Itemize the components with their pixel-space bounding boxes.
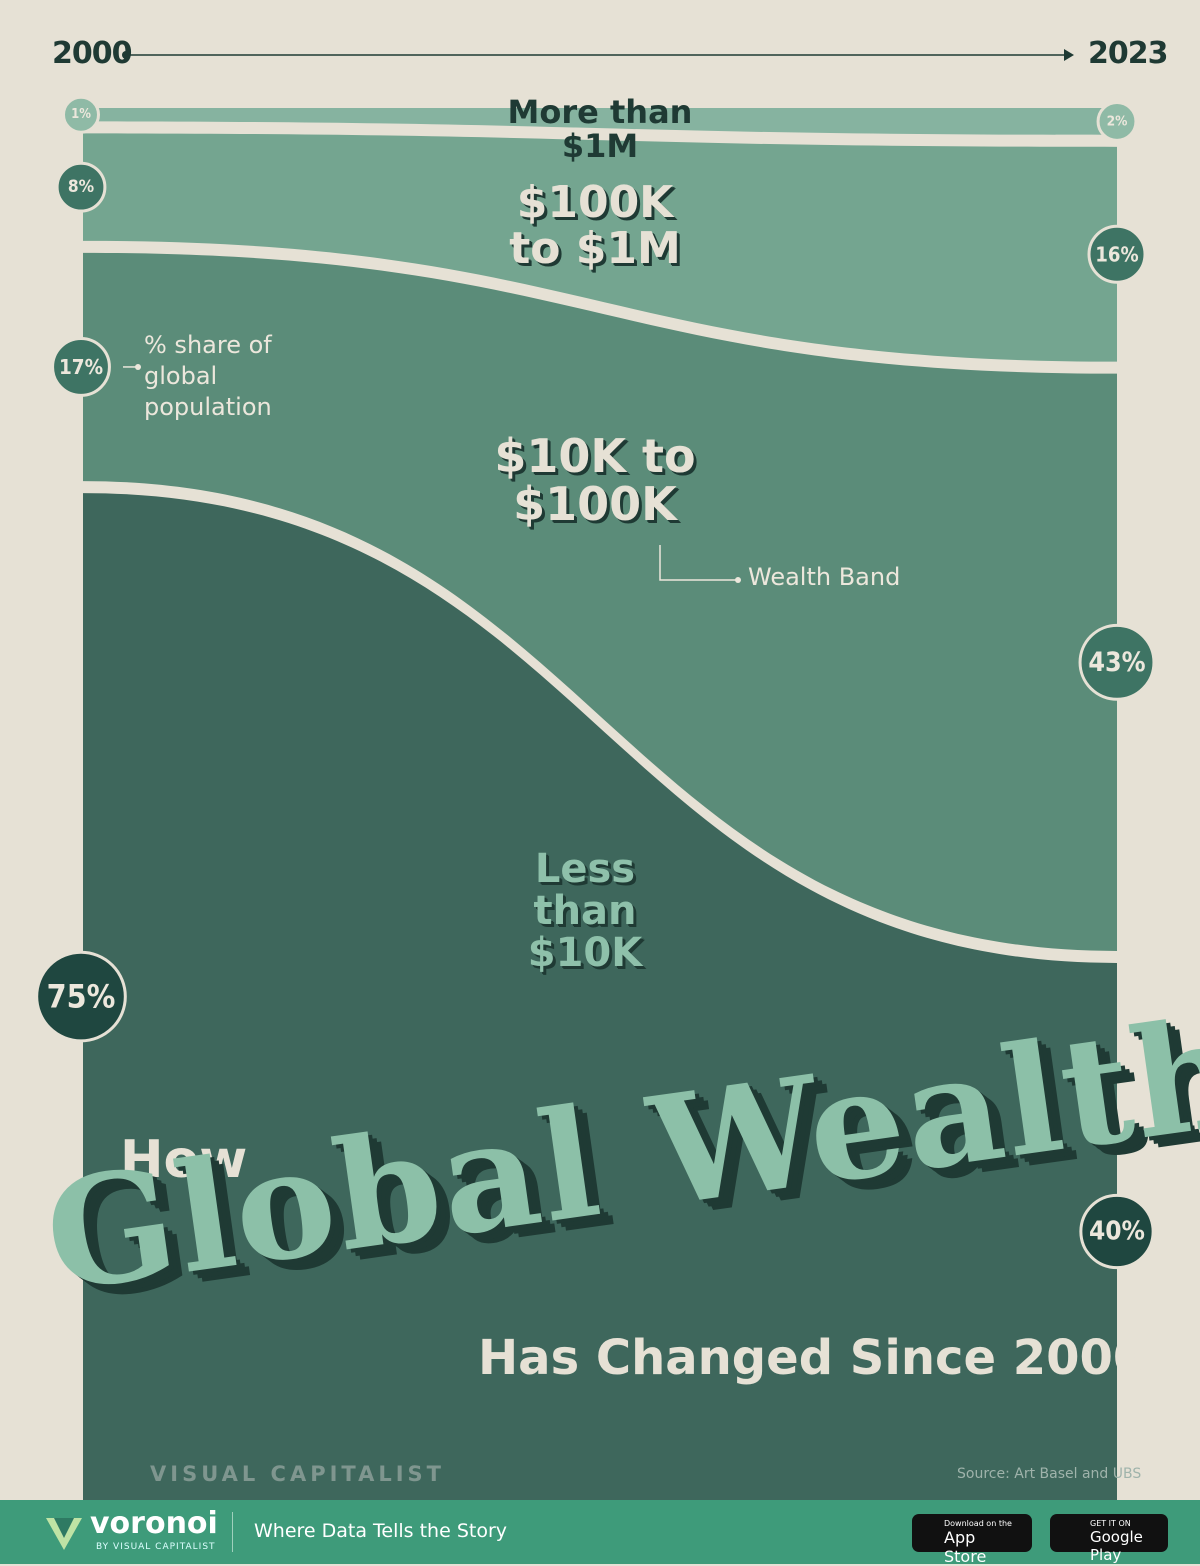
value-badge bbox=[1087, 224, 1147, 284]
annotation: % share of global population bbox=[144, 331, 272, 422]
title-post: Has Changed Since 2000 bbox=[478, 1330, 1147, 1386]
value-label: 1% bbox=[71, 107, 91, 122]
brand: VISUAL CAPITALIST bbox=[150, 1462, 446, 1486]
store-small: Download on the bbox=[944, 1519, 1012, 1528]
byline: BY VISUAL CAPITALIST bbox=[96, 1542, 216, 1552]
value-label: 43% bbox=[1088, 647, 1145, 678]
google-play-button[interactable]: GET IT ON Google Play bbox=[1050, 1514, 1168, 1564]
band-name: More than $1M bbox=[507, 93, 693, 165]
x-label: 2000 bbox=[52, 36, 132, 71]
value-label: 17% bbox=[59, 355, 103, 379]
value-badge bbox=[1096, 100, 1138, 142]
divider bbox=[232, 1512, 233, 1552]
title-pre: How bbox=[120, 1130, 248, 1190]
value-badge bbox=[51, 337, 111, 397]
store-small: GET IT ON bbox=[1090, 1519, 1131, 1528]
logo[interactable]: voronoi bbox=[90, 1506, 218, 1541]
value-label: 2% bbox=[1107, 113, 1128, 129]
footer: voronoi BY VISUAL CAPITALIST Where Data … bbox=[0, 1500, 1200, 1566]
logo-icon bbox=[46, 1518, 82, 1550]
value-label: 75% bbox=[47, 978, 116, 1016]
connector-dot bbox=[135, 363, 141, 370]
value-badge bbox=[1079, 1193, 1155, 1270]
value-badge bbox=[62, 95, 100, 134]
chart: 1% 2% 8% 16% 17% 43% 75% 40% bbox=[35, 49, 1156, 1500]
connector-dot bbox=[735, 577, 741, 583]
store-big: Google Play bbox=[1090, 1528, 1143, 1564]
value-label: 16% bbox=[1095, 242, 1138, 266]
store-big: App Store bbox=[944, 1528, 987, 1566]
value-badge bbox=[55, 161, 107, 213]
value-label: 8% bbox=[68, 177, 94, 197]
value-label: 40% bbox=[1089, 1216, 1145, 1246]
axis-start bbox=[122, 51, 130, 59]
x-label: 2023 bbox=[1088, 36, 1168, 71]
band-area bbox=[83, 108, 1117, 135]
app-store-button[interactable]: Download on the App Store bbox=[912, 1514, 1032, 1566]
source: Source: Art Basel and UBS bbox=[957, 1466, 1142, 1482]
band-name: $100K to $1M bbox=[509, 177, 681, 275]
band-area bbox=[83, 493, 1117, 1500]
axis-arrow bbox=[1064, 49, 1074, 61]
band-area bbox=[83, 252, 1117, 951]
connector bbox=[659, 545, 738, 581]
band-name: Less than $10K bbox=[527, 846, 643, 976]
value-badge bbox=[35, 950, 127, 1043]
tagline: Where Data Tells the Story bbox=[254, 1520, 508, 1542]
band-name: $10K to $100K bbox=[494, 429, 696, 532]
annotation: Wealth Band bbox=[748, 563, 901, 591]
band-area bbox=[83, 133, 1117, 362]
value-badge bbox=[1078, 623, 1156, 701]
